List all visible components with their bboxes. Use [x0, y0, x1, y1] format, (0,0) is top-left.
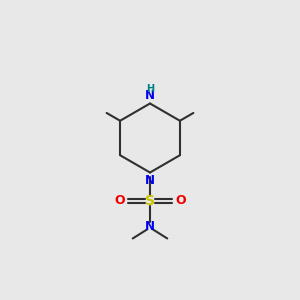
- Text: N: N: [145, 174, 155, 187]
- Text: H: H: [146, 84, 154, 94]
- Text: O: O: [114, 194, 125, 208]
- Text: O: O: [175, 194, 186, 208]
- Text: N: N: [145, 89, 155, 102]
- Text: N: N: [145, 220, 155, 233]
- Text: S: S: [145, 194, 155, 208]
